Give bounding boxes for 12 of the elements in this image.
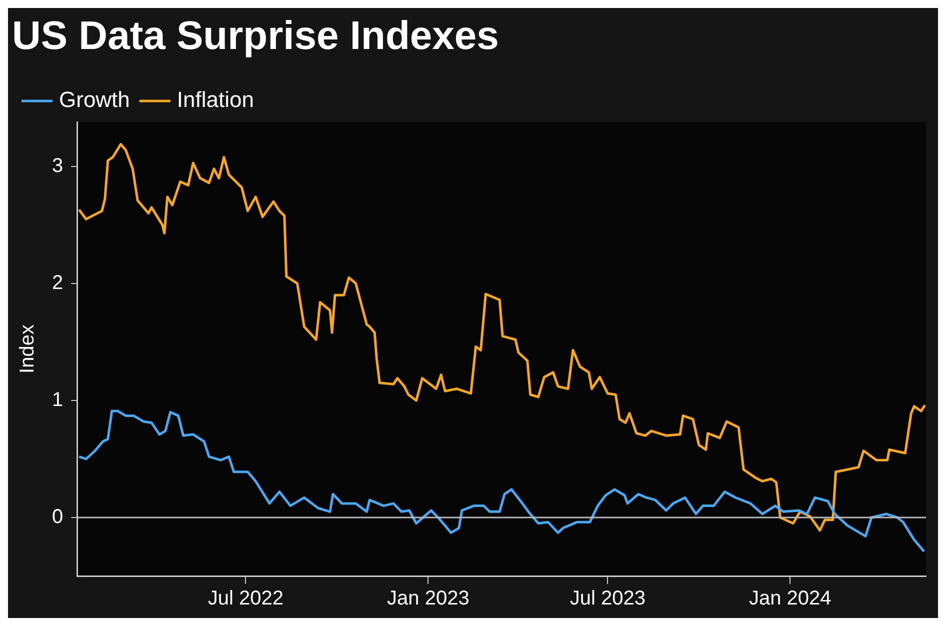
y-tick-label: 3 [52, 154, 64, 177]
x-tick-label: Jan 2023 [387, 588, 470, 610]
legend-label: Growth [59, 87, 130, 112]
y-tick-label: 0 [52, 506, 64, 528]
x-tick-label: Jul 2023 [570, 588, 646, 610]
legend-label: Inflation [176, 87, 254, 112]
x-tick-label: Jul 2022 [208, 588, 284, 610]
x-tick-label: Jan 2024 [748, 588, 832, 610]
chart-title: US Data Surprise Indexes [12, 14, 499, 58]
y-tick-label: 1 [52, 389, 64, 411]
y-axis-title: Index [16, 324, 39, 374]
y-tick-label: 2 [52, 272, 64, 294]
